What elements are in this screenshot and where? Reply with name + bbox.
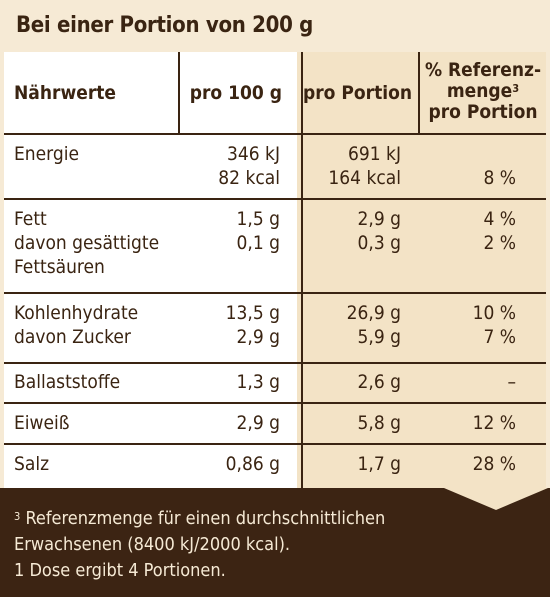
row-divider [4, 292, 546, 294]
col-divider [178, 52, 180, 134]
nutrition-table: Nährwerte pro 100 g pro Portion % Refere… [4, 52, 546, 488]
value-reference: 12 % [472, 412, 516, 434]
value-per-portion: 2,9 g [357, 208, 401, 230]
value-per-100g: 0,1 g [236, 232, 280, 254]
value-reference: 7 % [483, 326, 516, 348]
value-reference: 4 % [483, 208, 516, 230]
value-per-portion: 26,9 g [346, 302, 401, 324]
nutrient-name: Eiweiß [14, 412, 70, 434]
row-divider [4, 443, 546, 445]
row-divider [4, 133, 546, 135]
portion-title-bar: Bei einer Portion von 200 g [0, 0, 550, 52]
row-divider [4, 362, 546, 364]
col-divider [418, 52, 420, 134]
value-per-100g: 1,3 g [236, 371, 280, 393]
value-reference: 2 % [483, 232, 516, 254]
value-per-portion: 5,9 g [357, 326, 401, 348]
header-per-portion: pro Portion [303, 82, 413, 104]
value-per-100g: 0,86 g [225, 453, 280, 475]
row-divider [4, 402, 546, 404]
value-per-100g: 346 kJ [227, 143, 280, 165]
footnote-line-2: Erwachsenen (8400 kJ/2000 kcal). [14, 534, 291, 555]
nutrient-subname: davon gesättigte [14, 232, 160, 254]
value-reference: 8 % [483, 167, 516, 189]
portion-title: Bei einer Portion von 200 g [16, 13, 313, 38]
header-per-100g: pro 100 g [189, 82, 282, 104]
value-per-portion: 5,8 g [357, 412, 401, 434]
value-per-portion: 691 kJ [348, 143, 401, 165]
nutrient-name: Fett [14, 208, 47, 230]
nutrient-name: Ballaststoffe [14, 371, 121, 393]
nutrient-name: Salz [14, 453, 50, 475]
footnote-line-1: 3 Referenzmenge für einen durchschnittli… [14, 508, 386, 529]
value-reference: 10 % [472, 302, 516, 324]
value-per-100g: 13,5 g [225, 302, 280, 324]
value-per-100g: 1,5 g [236, 208, 280, 230]
value-per-portion: 164 kcal [328, 167, 401, 189]
value-per-100g: 82 kcal [218, 167, 280, 189]
col-divider [301, 52, 303, 488]
value-per-portion: 1,7 g [357, 453, 401, 475]
value-per-portion: 0,3 g [357, 232, 401, 254]
nutrient-subname: davon Zucker [14, 326, 131, 348]
header-nutrient: Nährwerte [14, 82, 117, 104]
value-per-portion: 2,6 g [357, 371, 401, 393]
value-reference: – [507, 371, 516, 393]
value-per-100g: 2,9 g [236, 326, 280, 348]
footer-notch [444, 488, 548, 510]
nutrient-subname: Fettsäuren [14, 256, 105, 278]
value-per-100g: 2,9 g [236, 412, 280, 434]
row-divider [4, 198, 546, 200]
nutrient-name: Energie [14, 143, 79, 165]
header-ref-line2: menge3 [446, 80, 520, 102]
table-cream-area [297, 52, 546, 488]
table-white-area [4, 52, 297, 488]
footnote-line-3: 1 Dose ergibt 4 Portionen. [14, 560, 226, 581]
value-reference: 28 % [472, 453, 516, 475]
nutrient-name: Kohlenhydrate [14, 302, 139, 324]
header-ref-line3: pro Portion [428, 101, 538, 123]
header-ref-line1: % Referenz- [424, 59, 542, 81]
